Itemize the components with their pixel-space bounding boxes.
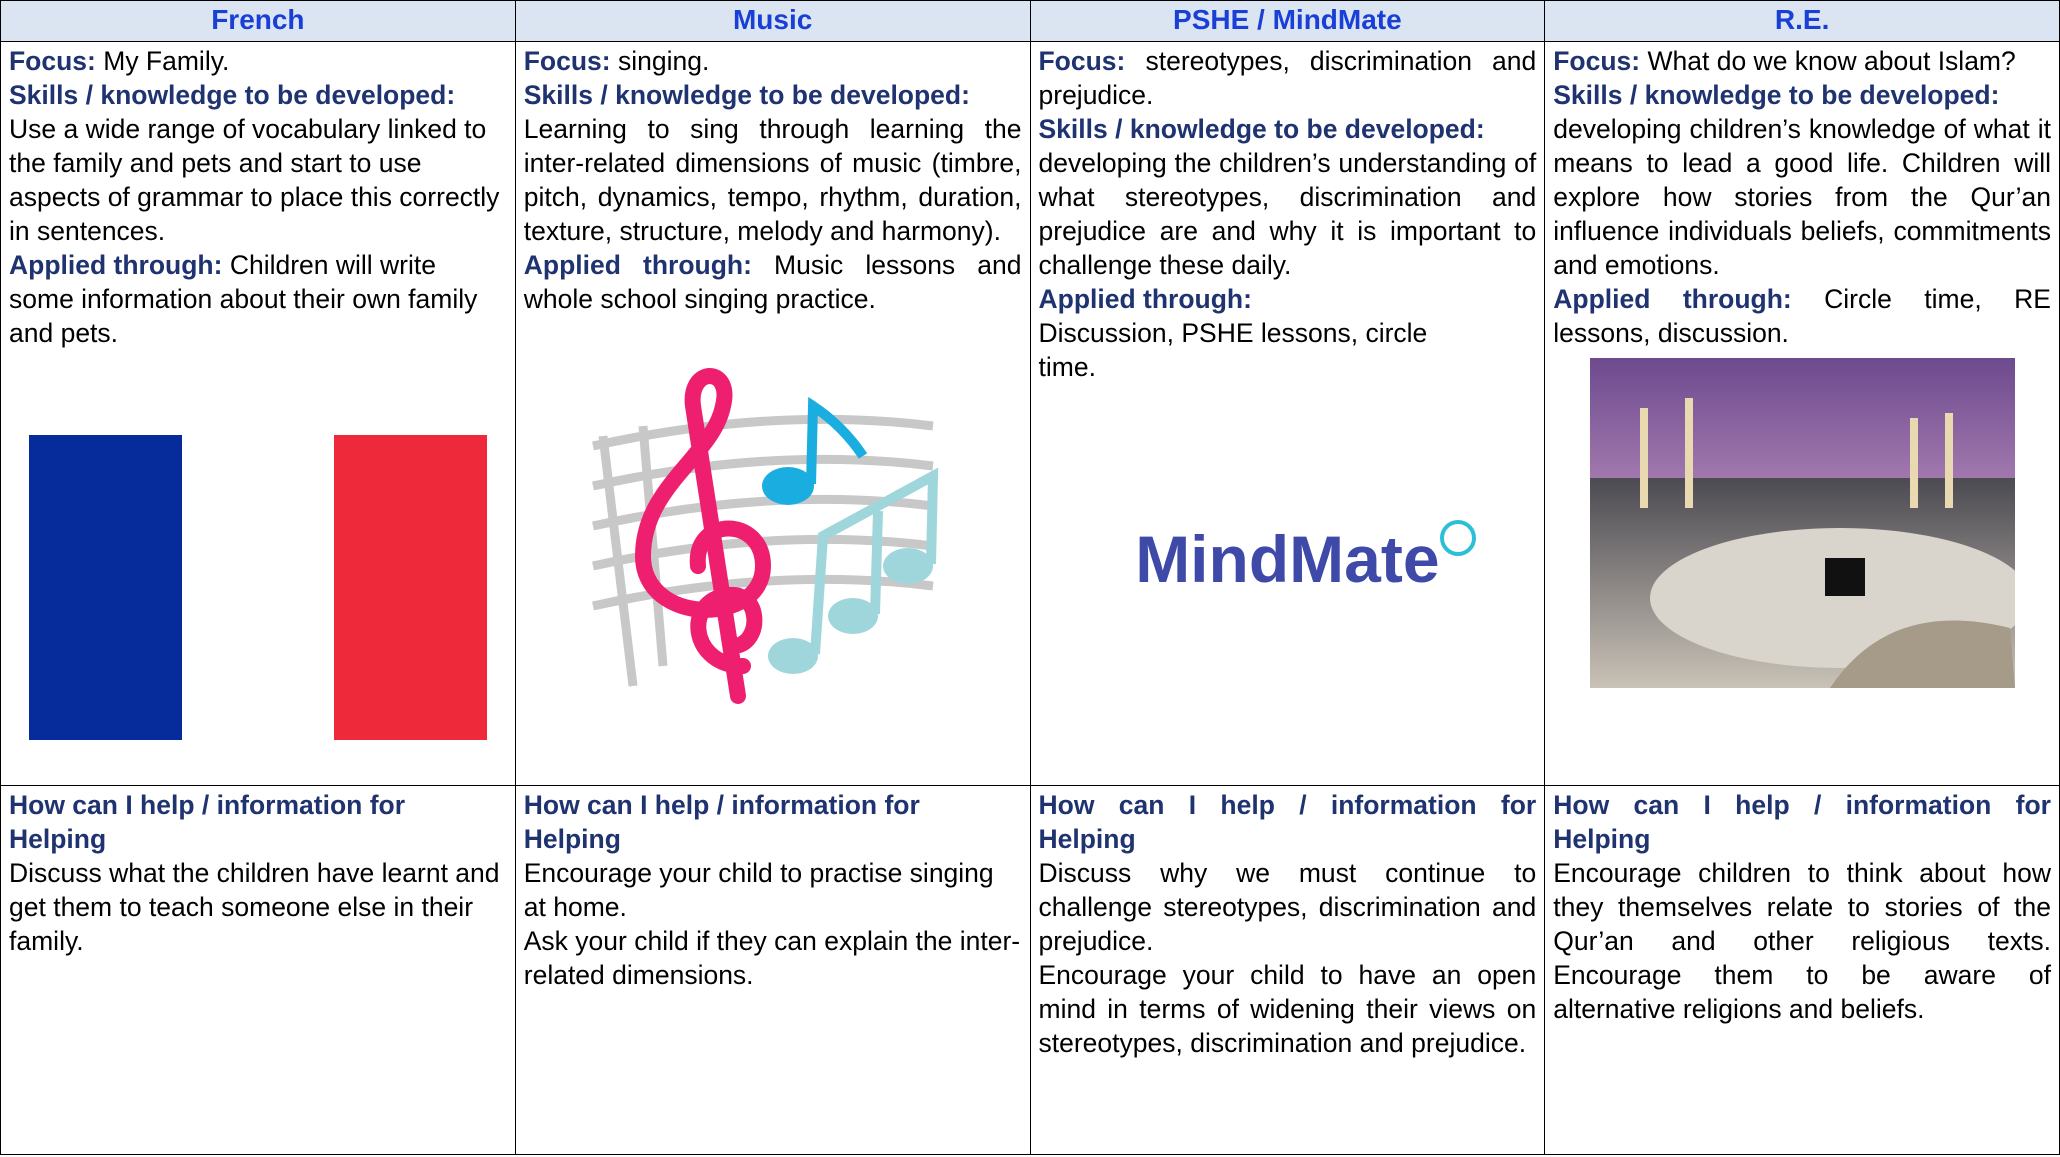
focus-label: Focus: [523, 46, 611, 76]
column-header: Music [514, 0, 1031, 42]
content-row: Focus: My Family. Skills / knowledge to b… [0, 41, 2060, 786]
focus-text: stereotypes, discrimination and prejudic… [1038, 46, 1537, 110]
column-header: R.E. [1544, 0, 2060, 42]
help-text: Encourage your child to practise singing… [523, 858, 994, 922]
applied-label: Applied through: [1038, 284, 1252, 314]
help-cell: How can I help / information for Helping… [1029, 785, 1546, 1155]
french-flag [28, 435, 487, 740]
help-title: How can I help / information for Helping [523, 790, 920, 854]
focus-text: singing. [618, 46, 710, 76]
help-title: How can I help / information for Helping [1038, 790, 1537, 854]
music-notes [591, 368, 938, 704]
help-text: Discuss why we must continue to challeng… [1038, 858, 1537, 956]
focus-text: What do we know about Islam? [1647, 46, 2016, 76]
applied-block: Applied through: Circle time, RE lessons… [1553, 282, 2051, 350]
skills-text: developing children’s knowledge of what … [1553, 114, 2051, 280]
help-cell: How can I help / information for Helping… [514, 785, 1031, 1155]
help-text: Encourage children to think about how th… [1553, 858, 2051, 1024]
image-box: MindMate [1039, 384, 1537, 734]
focus-label: Focus: [1038, 46, 1126, 76]
focus-block: Focus: What do we know about Islam? [1553, 44, 2051, 78]
applied-text: Discussion, PSHE lessons, circle time. [1038, 318, 1428, 382]
header-row: French Music PSHE / MindMate R.E. [0, 0, 2060, 42]
applied-label: Applied through: [523, 250, 752, 280]
help-text: Encourage your child to have an open min… [1038, 960, 1537, 1058]
content-cell: Focus: My Family. Skills / knowledge to b… [0, 41, 516, 786]
mindmate-logo: MindMate [1135, 520, 1476, 594]
column-header: PSHE / MindMate [1029, 0, 1546, 42]
applied-block: Applied through: Music lessons and whole… [524, 248, 1022, 316]
help-title: How can I help / information for Helping [1553, 790, 2051, 854]
skills-text: developing the children’s understanding … [1038, 148, 1537, 280]
focus-label: Focus: [1553, 46, 1641, 76]
help-text: Discuss what the children have learnt an… [9, 858, 500, 956]
applied-text: Children will write some information abo… [9, 250, 478, 348]
focus-block: Focus: stereotypes, discrimination and p… [1039, 44, 1537, 112]
skills-label: Skills / knowledge to be developed: [9, 80, 456, 110]
help-row: How can I help / information for Helping… [0, 785, 2060, 1155]
help-cell: How can I help / information for Helping… [0, 785, 516, 1155]
image-box [9, 350, 507, 740]
logo-smile [1439, 520, 1476, 556]
focus-block: Focus: My Family. [9, 44, 507, 78]
focus-label: Focus: [9, 46, 96, 76]
skills-text: Use a wide range of vocabulary linked to… [9, 114, 500, 246]
help-cell: How can I help / information for Helping… [1544, 785, 2060, 1155]
skills-text: Learning to sing through learning the in… [523, 114, 1022, 246]
focus-text: My Family. [103, 46, 230, 76]
image-box [1553, 350, 2051, 695]
content-cell: Focus: What do we know about Islam? Skill… [1544, 41, 2060, 786]
content-cell: Focus: stereotypes, discrimination and p… [1029, 41, 1546, 786]
skills-label: Skills / knowledge to be developed: [1038, 114, 1485, 144]
image-box [524, 316, 1022, 766]
content-cell: Focus: singing. Skills / knowledge to be … [514, 41, 1031, 786]
focus-block: Focus: singing. [524, 44, 1022, 78]
applied-text: Circle time, RE lessons, discussion. [1553, 284, 2051, 348]
applied-label: Applied through: [9, 250, 223, 280]
help-title: How can I help / information for Helping [9, 790, 406, 854]
applied-label: Applied through: [1553, 284, 1792, 314]
column-header: French [0, 0, 516, 42]
applied-text: Music lessons and whole school singing p… [523, 250, 1022, 314]
help-text: Ask your child if they can explain the i… [523, 926, 1021, 990]
skills-label: Skills / knowledge to be developed: [523, 80, 970, 110]
applied-block: Applied through: Children will write som… [9, 248, 507, 350]
skills-label: Skills / knowledge to be developed: [1553, 80, 2000, 110]
mosque-photo [1589, 357, 2015, 688]
